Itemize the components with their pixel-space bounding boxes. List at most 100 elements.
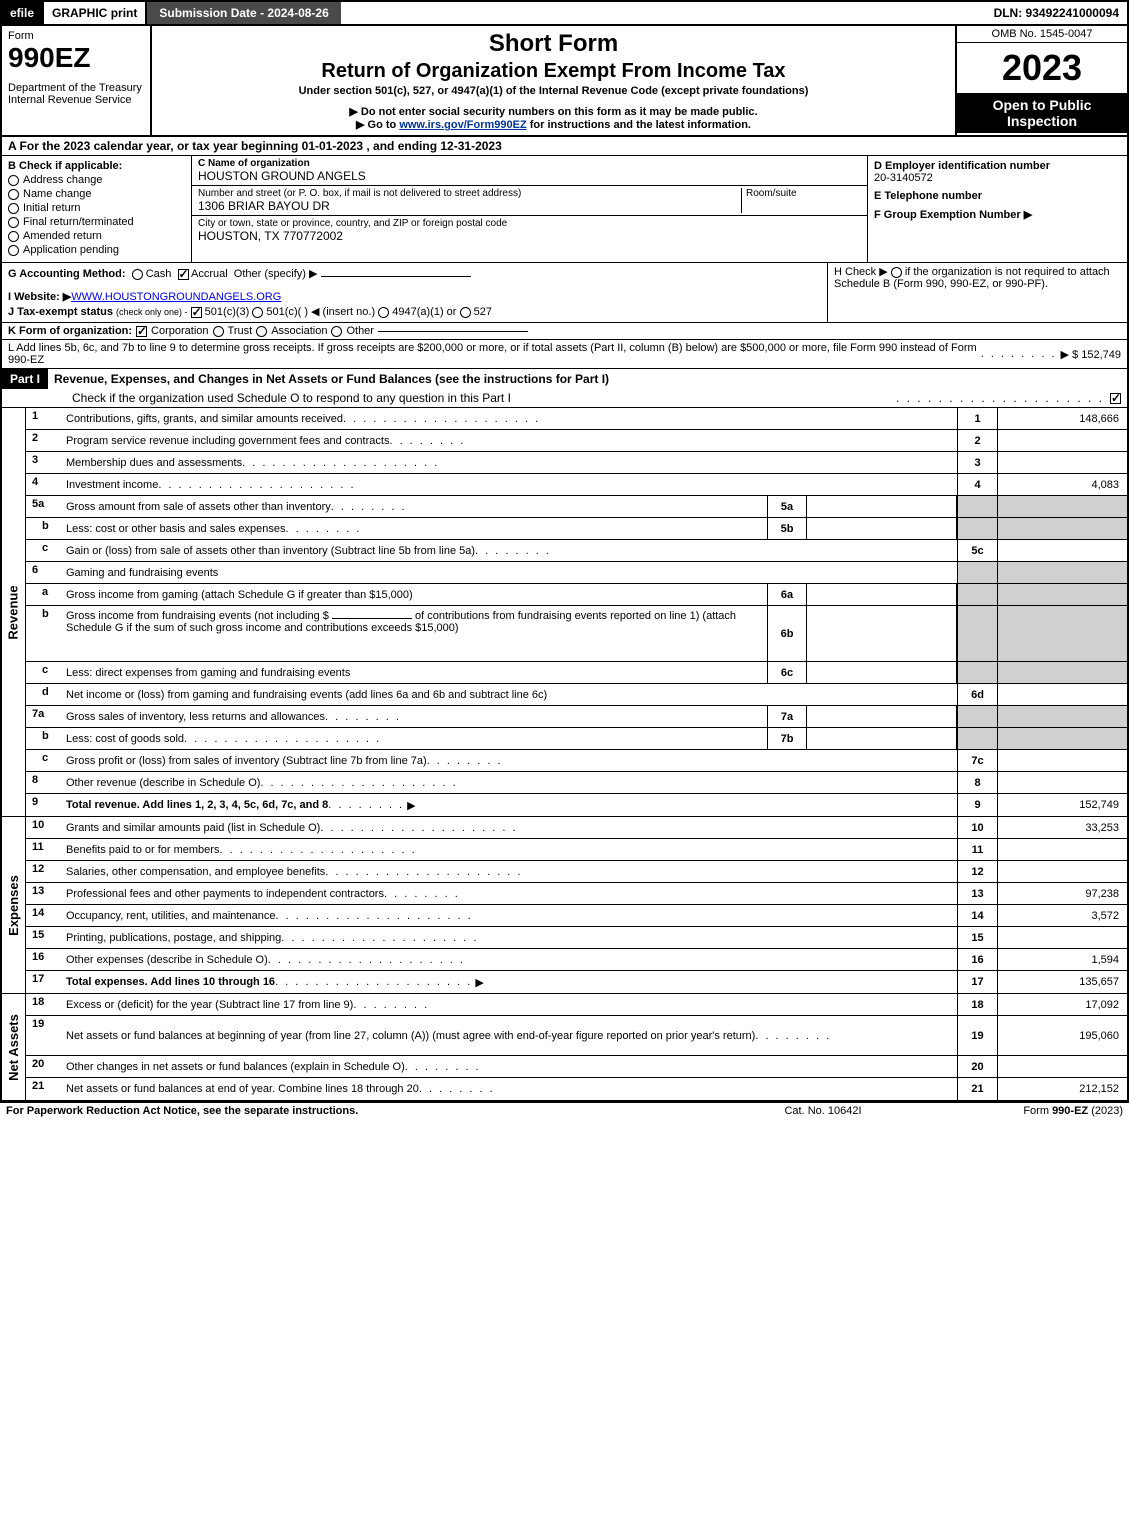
line-6-desc: Gaming and fundraising events	[66, 567, 218, 579]
line-21: 21Net assets or fund balances at end of …	[26, 1078, 1127, 1100]
line-19-desc: Net assets or fund balances at beginning…	[66, 1030, 755, 1042]
other-input[interactable]	[321, 276, 471, 277]
info-grid-bcd: B Check if applicable: Address change Na…	[0, 156, 1129, 263]
chk-501c[interactable]	[252, 307, 263, 318]
chk-527[interactable]	[460, 307, 471, 318]
line-16: 16Other expenses (describe in Schedule O…	[26, 949, 1127, 971]
line-15: 15Printing, publications, postage, and s…	[26, 927, 1127, 949]
print-text[interactable]: print	[111, 6, 138, 20]
other-org-input[interactable]	[378, 331, 528, 332]
footer-cat-no: Cat. No. 10642I	[723, 1105, 923, 1117]
c-street-row: Number and street (or P. O. box, if mail…	[192, 186, 867, 216]
title-short-form: Short Form	[160, 30, 947, 58]
line-5c-desc: Gain or (loss) from sale of assets other…	[66, 545, 475, 557]
d-label: D Employer identification number	[874, 160, 1121, 172]
line-20-desc: Other changes in net assets or fund bala…	[66, 1061, 405, 1073]
line-17-val: 135,657	[997, 971, 1127, 993]
line-12-val	[997, 861, 1127, 882]
chk-corporation[interactable]	[136, 326, 147, 337]
j-status-row: J Tax-exempt status (check only one) - 5…	[8, 305, 821, 318]
chk-amended-return[interactable]: Amended return	[8, 230, 185, 242]
website-link[interactable]: WWW.HOUSTONGROUNDANGELS.ORG	[71, 291, 281, 303]
line-1-val: 148,666	[997, 408, 1127, 429]
line-11-val	[997, 839, 1127, 860]
col-b: B Check if applicable: Address change Na…	[2, 156, 192, 262]
line-19: 19Net assets or fund balances at beginni…	[26, 1016, 1127, 1056]
e-phone-row: E Telephone number	[874, 190, 1121, 202]
line-11-desc: Benefits paid to or for members	[66, 844, 219, 856]
link-post: for instructions and the latest informat…	[527, 119, 751, 131]
net-assets-section: Net Assets 18Excess or (deficit) for the…	[0, 994, 1129, 1102]
line-8-val	[997, 772, 1127, 793]
chk-4947[interactable]	[378, 307, 389, 318]
footer-right: Form 990-EZ (2023)	[923, 1105, 1123, 1117]
line-3-val	[997, 452, 1127, 473]
chk-association[interactable]	[256, 326, 267, 337]
irs-link[interactable]: www.irs.gov/Form990EZ	[399, 119, 526, 131]
line-20-val	[997, 1056, 1127, 1077]
page-footer: For Paperwork Reduction Act Notice, see …	[0, 1102, 1129, 1119]
j-label: J Tax-exempt status	[8, 306, 113, 318]
c-city-label: City or town, state or province, country…	[198, 218, 861, 229]
trust-label: Trust	[228, 325, 253, 337]
chk-application-pending[interactable]: Application pending	[8, 244, 185, 256]
part1-check-desc: Check if the organization used Schedule …	[2, 389, 896, 407]
chk-501c3[interactable]	[191, 307, 202, 318]
chk-trust[interactable]	[213, 326, 224, 337]
l-row: L Add lines 5b, 6c, and 7b to line 9 to …	[0, 340, 1129, 369]
chk-other-org[interactable]	[331, 326, 342, 337]
row-a-tax-year: A For the 2023 calendar year, or tax yea…	[0, 137, 1129, 156]
chk-schedule-b[interactable]	[891, 267, 902, 278]
line-1: 1Contributions, gifts, grants, and simil…	[26, 408, 1127, 430]
line-7a: 7aGross sales of inventory, less returns…	[26, 706, 1127, 728]
part1-title: Revenue, Expenses, and Changes in Net As…	[48, 370, 1127, 388]
chk-cash[interactable]	[132, 269, 143, 280]
line-5a-desc: Gross amount from sale of assets other t…	[66, 501, 331, 513]
part1-tag: Part I	[2, 369, 48, 389]
revenue-section: Revenue 1Contributions, gifts, grants, a…	[0, 408, 1129, 817]
top-bar: efile GRAPHIC print Submission Date - 20…	[0, 0, 1129, 26]
chk-schedule-o[interactable]	[1110, 393, 1121, 404]
line-6b-desc1: Gross income from fundraising events (no…	[66, 610, 329, 622]
line-13: 13Professional fees and other payments t…	[26, 883, 1127, 905]
line-3: 3Membership dues and assessments 3	[26, 452, 1127, 474]
chk-app-label: Application pending	[23, 244, 119, 256]
chk-init-label: Initial return	[23, 202, 80, 214]
header-mid: Short Form Return of Organization Exempt…	[152, 26, 957, 135]
form-header: Form 990EZ Department of the Treasury In…	[0, 26, 1129, 137]
line-7a-desc: Gross sales of inventory, less returns a…	[66, 711, 325, 723]
link-pre: ▶ Go to	[356, 119, 399, 131]
section-h: H Check ▶ if the organization is not req…	[827, 263, 1127, 322]
tax-year: 2023	[957, 43, 1127, 93]
corp-label: Corporation	[151, 325, 208, 337]
h-text1: H Check ▶	[834, 266, 888, 278]
chk-accrual[interactable]	[178, 269, 189, 280]
graphic-label: GRAPHIC print	[44, 2, 147, 24]
chk-initial-return[interactable]: Initial return	[8, 202, 185, 214]
chk-final-return[interactable]: Final return/terminated	[8, 216, 185, 228]
subtitle: Under section 501(c), 527, or 4947(a)(1)…	[160, 85, 947, 97]
l-text: L Add lines 5b, 6c, and 7b to line 9 to …	[8, 342, 977, 366]
chk-address-change[interactable]: Address change	[8, 174, 185, 186]
assoc-label: Association	[271, 325, 327, 337]
line-4-desc: Investment income	[66, 479, 158, 491]
line-12-desc: Salaries, other compensation, and employ…	[66, 866, 325, 878]
net-assets-table: 18Excess or (deficit) for the year (Subt…	[26, 994, 1127, 1100]
dln-label: DLN: 93492241000094	[986, 2, 1127, 24]
line-21-val: 212,152	[997, 1078, 1127, 1100]
k-row: K Form of organization: Corporation Trus…	[0, 323, 1129, 340]
line-9: 9Total revenue. Add lines 1, 2, 3, 4, 5c…	[26, 794, 1127, 816]
cash-label: Cash	[146, 268, 172, 280]
line-12: 12Salaries, other compensation, and empl…	[26, 861, 1127, 883]
chk-name-change[interactable]: Name change	[8, 188, 185, 200]
top-spacer	[341, 2, 986, 24]
part1-header: Part I Revenue, Expenses, and Changes in…	[0, 369, 1129, 408]
c-city-row: City or town, state or province, country…	[192, 216, 867, 245]
other-org-label: Other	[346, 325, 374, 337]
l-dots	[981, 348, 1057, 360]
line-13-val: 97,238	[997, 883, 1127, 904]
line-7b: bLess: cost of goods sold 7b	[26, 728, 1127, 750]
501c-label: 501(c)( ) ◀ (insert no.)	[266, 306, 375, 318]
k-label: K Form of organization:	[8, 325, 132, 337]
line-20: 20Other changes in net assets or fund ba…	[26, 1056, 1127, 1078]
